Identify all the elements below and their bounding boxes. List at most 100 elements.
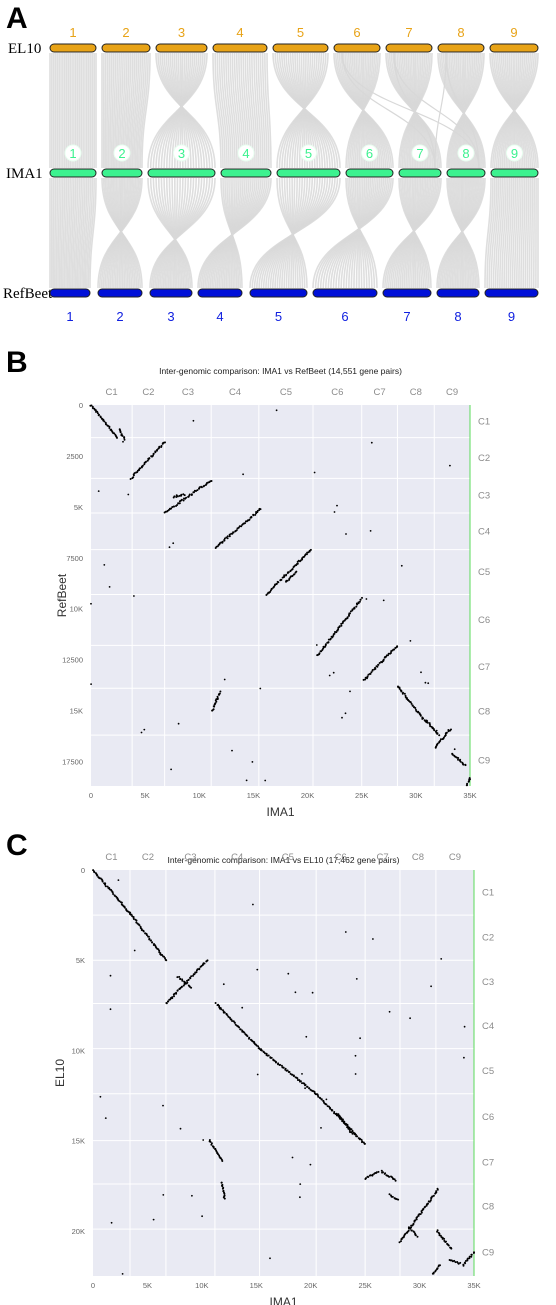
chromosome-label: 1 — [69, 146, 76, 161]
gene-pair-dot — [226, 535, 229, 538]
gene-pair-dot — [299, 1080, 302, 1083]
gene-pair-dot — [170, 507, 173, 510]
gene-pair-dot — [457, 758, 459, 761]
gene-pair-dot — [387, 654, 389, 657]
chromosome-bar — [490, 168, 539, 178]
gene-pair-dot — [162, 1194, 165, 1196]
synteny-link — [197, 177, 272, 289]
synteny-link — [57, 177, 60, 289]
chromosome-label-badge — [506, 144, 523, 162]
gene-pair-dot — [175, 496, 178, 498]
gene-pair-dot — [147, 935, 150, 938]
y-tick-label: 15K — [70, 707, 83, 716]
chromosome-2: 2 — [101, 25, 151, 53]
gene-pair-dot — [212, 708, 215, 711]
gene-pair-dot — [292, 1075, 295, 1078]
synteny-link — [68, 177, 73, 289]
gene-pair-dot — [90, 404, 93, 407]
x-chromosome-label: C3 — [184, 852, 196, 863]
gene-pair-dot — [133, 472, 136, 475]
gene-pair-dot — [104, 885, 107, 888]
gene-pair-dot — [412, 1222, 415, 1225]
gene-pair-dot — [139, 467, 142, 470]
gene-pair-dot — [267, 1054, 270, 1057]
chromosome-6: 6 — [333, 25, 381, 53]
gene-pair-dot — [291, 574, 294, 577]
synteny-link — [264, 52, 270, 169]
gene-pair-dot — [135, 919, 138, 922]
x-tick-label: 0 — [89, 791, 93, 800]
x-chromosome-label: C1 — [105, 852, 117, 863]
synteny-link — [107, 52, 111, 169]
gene-pair-dot — [269, 589, 272, 592]
gene-pair-dot — [214, 702, 217, 705]
gene-pair-dot — [185, 982, 188, 985]
synteny-link — [345, 52, 381, 169]
gene-pair-dot — [372, 938, 374, 940]
gene-pair-dot — [203, 962, 206, 965]
synteny-link — [214, 52, 224, 169]
gene-pair-dot — [99, 1095, 102, 1098]
chromosome-label-badge — [173, 144, 190, 162]
gene-pair-dot — [353, 606, 356, 609]
gene-pair-dot — [240, 525, 243, 528]
gene-pair-dot — [301, 1082, 303, 1085]
gene-pair-dot — [238, 1026, 241, 1029]
chromosome-4: 4 — [197, 288, 243, 324]
gene-pair-dot — [250, 516, 253, 519]
synteny-link — [393, 52, 436, 169]
chromosome-3: 3 — [147, 144, 216, 178]
gene-pair-dot — [391, 1195, 394, 1198]
gene-pair-dot — [355, 978, 358, 980]
gene-pair-dot — [165, 959, 168, 962]
gene-pair-dot — [396, 645, 399, 648]
chromosome-label: 3 — [178, 25, 185, 40]
gene-pair-dot — [196, 968, 199, 971]
dot-series — [89, 404, 471, 787]
gene-pair-dot — [212, 705, 215, 708]
x-tick-label: 5K — [143, 1281, 152, 1290]
gene-pair-dot — [369, 672, 372, 675]
gene-pair-dot — [252, 903, 254, 906]
gene-pair-dot — [400, 1240, 402, 1243]
synteny-link — [65, 177, 70, 289]
gene-pair-dot — [403, 692, 406, 695]
gene-pair-dot — [414, 1219, 417, 1222]
gene-pair-dot — [293, 573, 296, 576]
gene-pair-dot — [195, 971, 198, 974]
gene-pair-dot — [101, 880, 104, 883]
synteny-link — [141, 52, 151, 169]
gene-pair-dot — [138, 924, 141, 927]
gene-pair-dot — [103, 420, 106, 423]
gene-pair-dot — [468, 777, 471, 779]
gene-pair-dot — [377, 1170, 380, 1173]
gene-pair-dot — [233, 1021, 236, 1024]
gene-pair-dot — [180, 493, 183, 496]
gene-pair-dot — [235, 529, 238, 532]
gene-pair-dot — [299, 1183, 302, 1185]
gene-pair-dot — [151, 941, 154, 944]
gene-pair-dot — [433, 729, 436, 732]
gene-pair-dot — [441, 1237, 444, 1240]
gene-pair-dot — [466, 782, 469, 785]
gene-pair-dot — [116, 436, 118, 439]
synteny-link — [248, 52, 256, 169]
gene-pair-dot — [223, 678, 226, 681]
gene-pair-dot — [453, 1259, 456, 1262]
gene-pair-dot — [371, 1173, 374, 1176]
gene-pair-dot — [426, 721, 429, 724]
gene-pair-dot — [145, 460, 147, 463]
x-chromosome-label: C8 — [412, 852, 424, 863]
chromosome-bar — [398, 168, 442, 178]
gene-pair-dot — [387, 652, 390, 655]
gene-pair-dot — [434, 1269, 437, 1272]
chromosome-label: 8 — [462, 146, 469, 161]
gene-pair-dot — [221, 1187, 224, 1190]
gene-pair-dot — [319, 1097, 322, 1100]
chromosome-8: 8 — [446, 144, 486, 178]
synteny-link — [223, 52, 232, 169]
synteny-link — [393, 52, 480, 169]
gene-pair-dot — [358, 1138, 361, 1141]
x-tick-label: 5K — [141, 791, 150, 800]
gene-pair-dot — [252, 513, 255, 516]
